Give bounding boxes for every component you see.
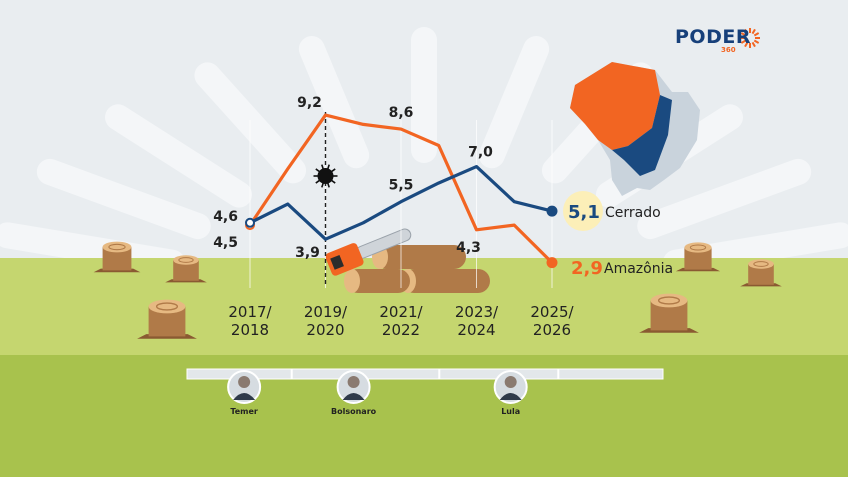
president-avatar bbox=[493, 370, 528, 404]
series-end-point bbox=[546, 257, 558, 269]
avatar-body bbox=[342, 393, 365, 400]
series-end-point bbox=[546, 205, 558, 217]
avatar-body bbox=[499, 393, 522, 400]
stump-trunk bbox=[684, 247, 712, 270]
brand-sun-ray bbox=[751, 41, 756, 48]
president-timeline-bar bbox=[186, 368, 664, 380]
stump-top bbox=[148, 299, 186, 314]
data-label: 9,2 bbox=[297, 95, 322, 111]
avatar-head bbox=[504, 376, 517, 388]
brand-sun-ray bbox=[751, 28, 756, 35]
stump-5 bbox=[740, 259, 782, 287]
brand-sun-ray bbox=[740, 32, 747, 37]
brand-suffix: 360 bbox=[721, 46, 736, 54]
stump-trunk bbox=[102, 247, 132, 271]
x-tick-label: 2024 bbox=[457, 321, 495, 339]
brand-sun-ray bbox=[740, 39, 747, 44]
stump-ring bbox=[689, 244, 707, 251]
sun-ray bbox=[298, 36, 370, 169]
stump-4 bbox=[675, 242, 721, 272]
x-tick-label: 2020 bbox=[306, 321, 344, 339]
brand-logo: PODER bbox=[675, 26, 751, 48]
stump-1 bbox=[93, 241, 141, 273]
avatar-head bbox=[238, 376, 251, 388]
series-start-point bbox=[245, 217, 255, 228]
x-tick-label: 2019/ bbox=[304, 303, 348, 321]
cerrado-badge bbox=[563, 191, 603, 231]
president-avatar bbox=[336, 370, 371, 404]
sun-ray bbox=[105, 104, 253, 208]
logs-illustration bbox=[344, 245, 490, 293]
brazil-map bbox=[570, 62, 700, 196]
president-name: Temer bbox=[230, 407, 258, 416]
virus-core bbox=[317, 168, 334, 184]
data-label: 4,5 bbox=[213, 235, 238, 251]
brand-sun-ray bbox=[744, 28, 749, 35]
stump-ring bbox=[155, 302, 179, 311]
x-tick-label: 2021/ bbox=[379, 303, 423, 321]
sun-ray bbox=[478, 36, 550, 169]
data-label: 7,0 bbox=[468, 145, 493, 161]
avatar-body bbox=[233, 393, 256, 400]
legend-amazonia: Amazônia bbox=[604, 261, 673, 277]
series-line-cerrado bbox=[248, 164, 554, 241]
president-name: Lula bbox=[501, 407, 521, 416]
log-body bbox=[402, 269, 490, 293]
log-body bbox=[374, 245, 466, 269]
brand-name: PODER bbox=[675, 26, 751, 48]
stump-top bbox=[650, 293, 688, 308]
legend-cerrado: Cerrado bbox=[605, 205, 661, 221]
stump-ring bbox=[108, 243, 126, 251]
chainsaw-illustration bbox=[325, 228, 412, 276]
stump-2 bbox=[165, 255, 207, 283]
log-body bbox=[346, 269, 410, 293]
x-tick-label: 2025/ bbox=[530, 303, 574, 321]
stump-top bbox=[684, 242, 712, 253]
x-tick-label: 2023/ bbox=[455, 303, 499, 321]
stump-3 bbox=[137, 299, 197, 339]
president-avatar bbox=[227, 370, 262, 404]
president-name: Bolsonaro bbox=[331, 407, 377, 416]
brand-sun-icon bbox=[740, 28, 760, 48]
x-tick-label: 2026 bbox=[533, 321, 571, 339]
chainsaw-handle bbox=[330, 254, 344, 270]
amazonia-end-value: 2,9 bbox=[571, 258, 603, 279]
map-cerrado bbox=[612, 95, 672, 176]
cerrado-end-value: 5,1 bbox=[568, 202, 600, 223]
stump-trunk bbox=[748, 264, 774, 285]
x-tick-label: 2022 bbox=[382, 321, 420, 339]
map-amazonia bbox=[570, 62, 660, 150]
series-line-amazônia bbox=[248, 113, 554, 265]
data-label: 3,9 bbox=[295, 245, 320, 261]
brand-sun-ray bbox=[744, 41, 749, 48]
stump-top bbox=[173, 255, 199, 265]
stump-ring bbox=[178, 257, 194, 263]
x-tick-label: 2017/ bbox=[228, 303, 272, 321]
log-end bbox=[344, 269, 360, 293]
covid-virus-icon bbox=[313, 164, 338, 188]
data-label: 4,3 bbox=[456, 240, 481, 256]
data-label: 4,6 bbox=[213, 209, 238, 225]
stump-ring bbox=[753, 261, 769, 267]
stump-6 bbox=[639, 293, 699, 333]
x-tick-label: 2018 bbox=[231, 321, 269, 339]
stump-ring bbox=[657, 296, 681, 305]
stump-top bbox=[748, 259, 774, 269]
data-label: 8,6 bbox=[389, 105, 414, 121]
sun-ray bbox=[637, 158, 812, 240]
avatar-head bbox=[347, 376, 360, 388]
stump-top bbox=[102, 241, 132, 253]
stump-trunk bbox=[173, 260, 199, 281]
brand-sun-ray bbox=[753, 32, 760, 37]
brand-sun-ray bbox=[753, 39, 760, 44]
sun-ray bbox=[36, 158, 211, 240]
data-label: 5,5 bbox=[389, 178, 414, 194]
